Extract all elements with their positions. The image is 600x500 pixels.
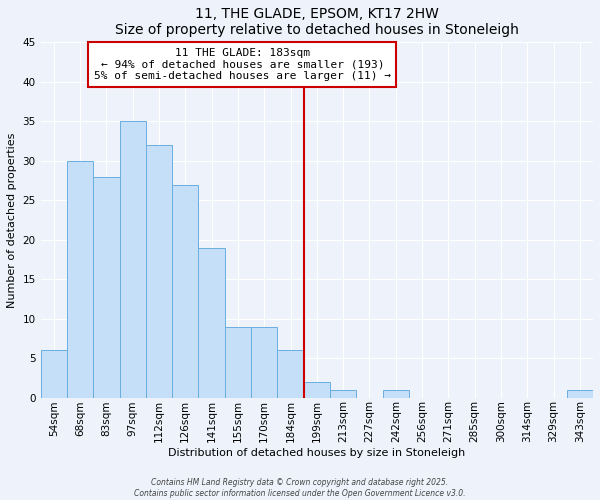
Bar (41, 350, 67, 398)
Bar (251, 326, 277, 398)
X-axis label: Distribution of detached houses by size in Stoneleigh: Distribution of detached houses by size … (168, 448, 466, 458)
Bar (119, 122, 146, 398)
Bar (172, 184, 199, 398)
Bar (330, 390, 356, 398)
Bar (383, 390, 409, 398)
Y-axis label: Number of detached properties: Number of detached properties (7, 132, 17, 308)
Text: Contains HM Land Registry data © Crown copyright and database right 2025.
Contai: Contains HM Land Registry data © Crown c… (134, 478, 466, 498)
Bar (567, 390, 593, 398)
Bar (304, 382, 330, 398)
Title: 11, THE GLADE, EPSOM, KT17 2HW
Size of property relative to detached houses in S: 11, THE GLADE, EPSOM, KT17 2HW Size of p… (115, 7, 519, 37)
Bar (93, 176, 119, 398)
Text: 11 THE GLADE: 183sqm
← 94% of detached houses are smaller (193)
5% of semi-detac: 11 THE GLADE: 183sqm ← 94% of detached h… (94, 48, 391, 81)
Bar (67, 161, 93, 398)
Bar (225, 326, 251, 398)
Bar (199, 248, 225, 398)
Bar (146, 145, 172, 398)
Bar (277, 350, 304, 398)
